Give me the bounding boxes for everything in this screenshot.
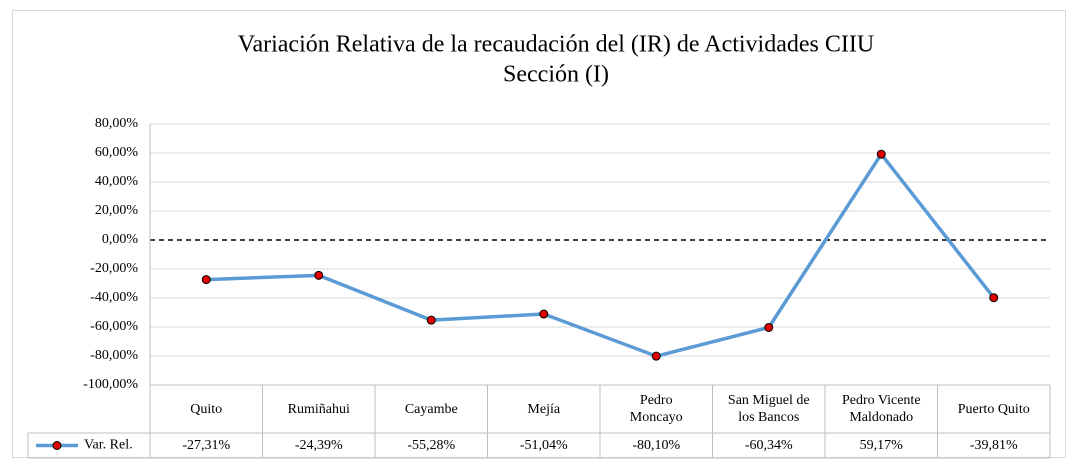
value-label: -60,34% bbox=[713, 433, 826, 458]
value-label-text: -80,10% bbox=[632, 438, 681, 453]
y-tick-label: 40,00% bbox=[95, 174, 139, 189]
value-label-text: -39,81% bbox=[969, 438, 1018, 453]
y-tick-label: -40,00% bbox=[90, 290, 138, 305]
marker bbox=[314, 270, 324, 280]
y-tick-label: 60,00% bbox=[95, 145, 139, 160]
y-tick-label: -100,00% bbox=[83, 377, 138, 392]
y-tick-label: -60,00% bbox=[90, 319, 138, 334]
x-tick-label-text: Pedro Moncayo bbox=[629, 393, 683, 425]
value-label-text: -24,39% bbox=[294, 438, 343, 453]
x-tick-label-text: Quito bbox=[190, 401, 223, 417]
value-label: 59,17% bbox=[825, 433, 938, 458]
chart-title: Variación Relativa de la recaudación del… bbox=[238, 32, 874, 58]
y-tick-label: -20,00% bbox=[90, 261, 138, 276]
y-tick-label: 20,00% bbox=[95, 203, 139, 218]
x-tick-label-text: San Miguel de los Bancos bbox=[727, 393, 810, 425]
marker bbox=[651, 351, 661, 361]
value-label-text: -55,28% bbox=[407, 438, 456, 453]
x-tick-label: Quito bbox=[150, 385, 263, 433]
marker bbox=[539, 309, 549, 319]
marker bbox=[764, 322, 774, 332]
value-label-text: -60,34% bbox=[744, 438, 793, 453]
value-label-text: -51,04% bbox=[519, 438, 568, 453]
value-label: -80,10% bbox=[600, 433, 713, 458]
marker bbox=[989, 293, 999, 303]
value-label-text: -27,31% bbox=[182, 438, 231, 453]
y-tick-label: -80,00% bbox=[90, 348, 138, 363]
x-tick-label: Cayambe bbox=[375, 385, 488, 433]
value-label: -24,39% bbox=[263, 433, 376, 458]
x-tick-label: Rumiñahui bbox=[263, 385, 376, 433]
y-tick-label: 0,00% bbox=[102, 232, 139, 247]
legend-marker bbox=[52, 441, 62, 450]
marker bbox=[876, 149, 886, 159]
x-tick-label: Mejía bbox=[488, 385, 601, 433]
value-label: -39,81% bbox=[938, 433, 1051, 458]
chart-border bbox=[12, 10, 1066, 458]
value-label: -55,28% bbox=[375, 433, 488, 458]
value-label: -51,04% bbox=[488, 433, 601, 458]
marker bbox=[426, 315, 436, 325]
value-label: -27,31% bbox=[150, 433, 263, 458]
x-tick-label: San Miguel de los Bancos bbox=[713, 385, 826, 433]
x-tick-label: Pedro Vicente Maldonado bbox=[825, 385, 938, 433]
value-label-text: 59,17% bbox=[859, 438, 903, 453]
x-tick-label-text: Mejía bbox=[527, 401, 561, 417]
x-tick-label: Pedro Moncayo bbox=[600, 385, 713, 433]
chart-subtitle: Sección (I) bbox=[503, 62, 609, 88]
y-tick-label: 80,00% bbox=[95, 116, 139, 131]
x-tick-label-text: Rumiñahui bbox=[287, 401, 350, 417]
series-line bbox=[206, 152, 996, 358]
x-tick-label-text: Pedro Vicente Maldonado bbox=[841, 393, 921, 425]
marker bbox=[201, 275, 211, 285]
legend-label: Var. Rel. bbox=[84, 438, 133, 453]
x-tick-label-text: Cayambe bbox=[404, 401, 458, 417]
x-tick-label: Puerto Quito bbox=[938, 385, 1051, 433]
x-tick-label-text: Puerto Quito bbox=[957, 401, 1030, 417]
